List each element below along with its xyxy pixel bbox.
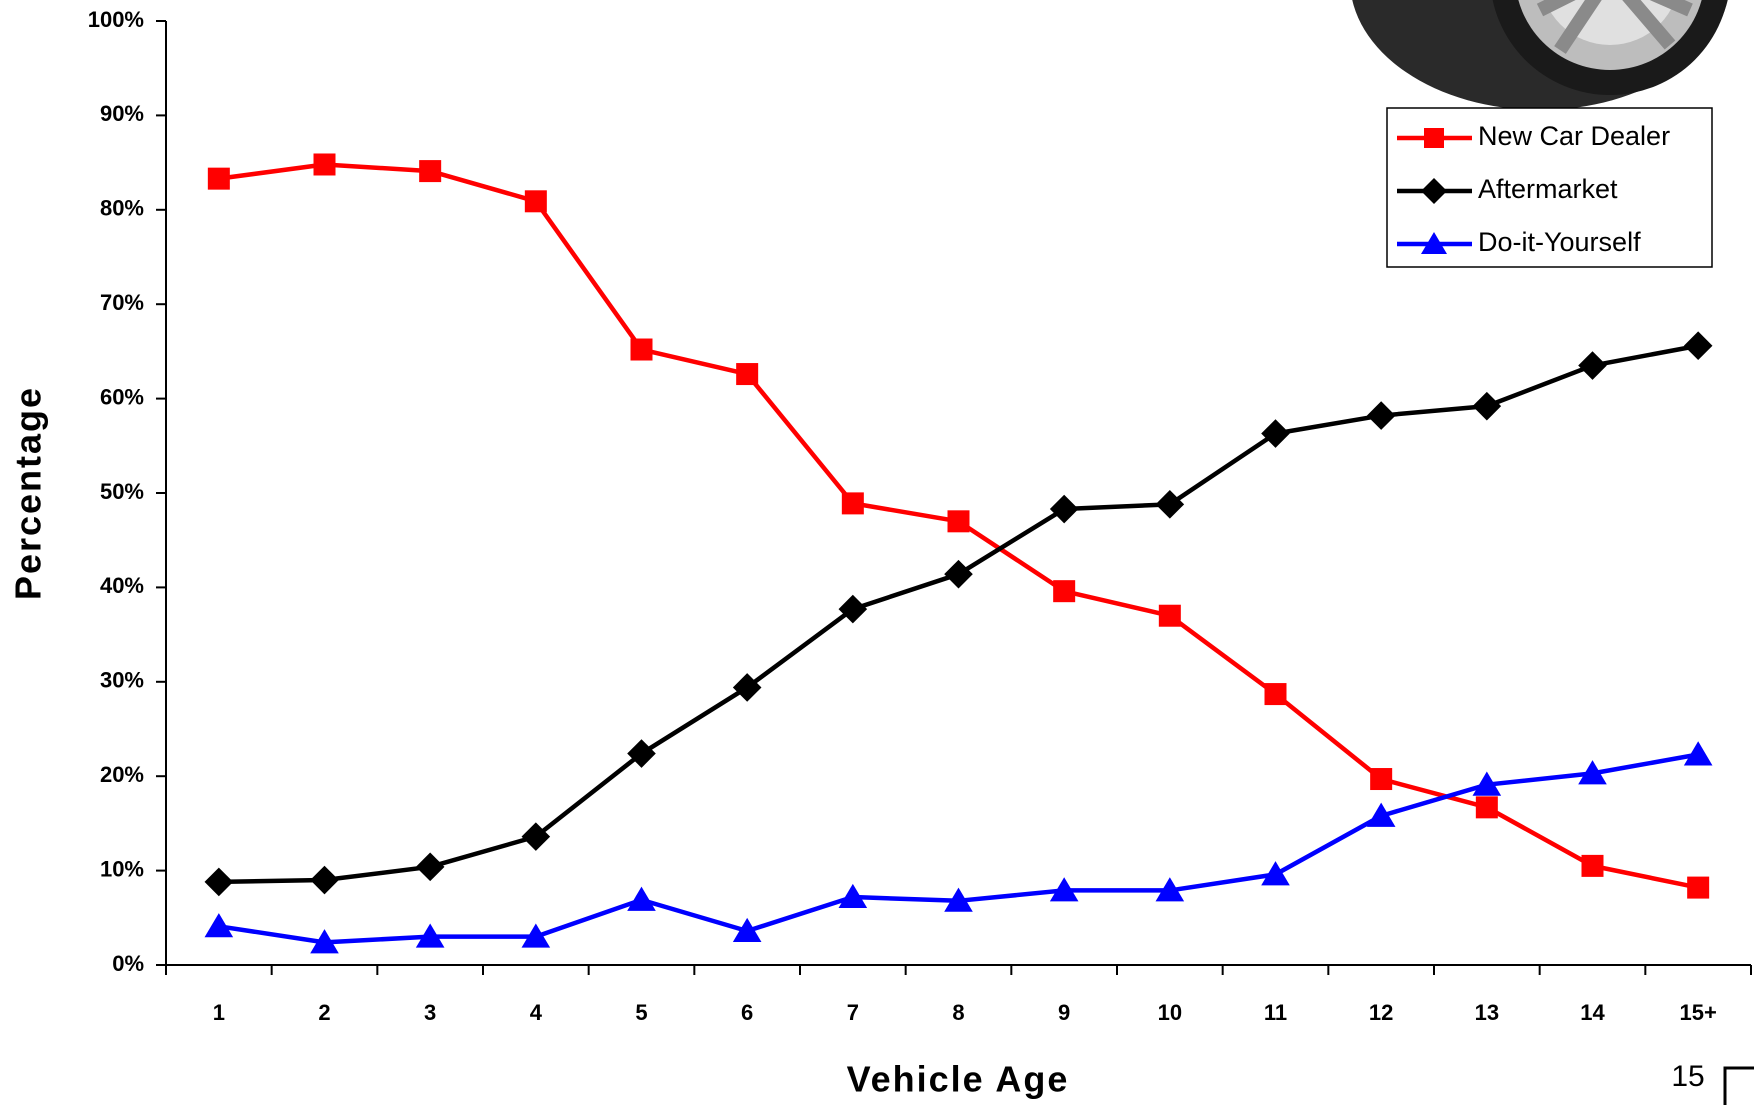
page-number: 15 xyxy=(1671,1060,1704,1093)
marker xyxy=(1684,331,1713,360)
marker xyxy=(1684,741,1713,765)
legend-label: Do-it-Yourself xyxy=(1478,227,1641,257)
y-tick-label: 60% xyxy=(100,384,144,409)
legend-label: Aftermarket xyxy=(1478,174,1618,204)
marker xyxy=(1367,401,1396,430)
x-tick-label: 12 xyxy=(1369,1000,1393,1025)
y-tick-label: 90% xyxy=(100,101,144,126)
y-tick-label: 20% xyxy=(100,762,144,787)
x-tick-label: 4 xyxy=(530,1000,543,1025)
marker xyxy=(631,339,653,361)
tire-image xyxy=(1350,0,1730,110)
marker xyxy=(525,190,547,212)
legend-label: New Car Dealer xyxy=(1478,121,1670,151)
x-tick-label: 9 xyxy=(1058,1000,1070,1025)
marker xyxy=(1687,877,1709,899)
x-tick-label: 15+ xyxy=(1680,1000,1717,1025)
marker xyxy=(1476,796,1498,818)
marker xyxy=(1582,855,1604,877)
page-box xyxy=(1725,1068,1754,1105)
marker xyxy=(310,866,339,895)
x-axis-title: Vehicle Age xyxy=(847,1059,1070,1100)
y-tick-label: 50% xyxy=(100,479,144,504)
x-tick-label: 3 xyxy=(424,1000,436,1025)
y-axis-title: Percentage xyxy=(8,386,49,600)
marker xyxy=(944,560,973,589)
marker xyxy=(1578,351,1607,380)
y-tick-label: 30% xyxy=(100,668,144,693)
marker xyxy=(1473,392,1502,421)
marker xyxy=(1265,683,1287,705)
y-tick-label: 70% xyxy=(100,290,144,315)
marker xyxy=(1156,490,1185,519)
marker xyxy=(1050,495,1079,524)
x-tick-label: 14 xyxy=(1580,1000,1605,1025)
marker xyxy=(1370,768,1392,790)
marker xyxy=(208,168,230,190)
marker xyxy=(314,153,336,175)
y-tick-label: 0% xyxy=(112,951,144,976)
marker xyxy=(948,510,970,532)
y-tick-label: 10% xyxy=(100,856,144,881)
marker xyxy=(842,492,864,514)
x-tick-label: 10 xyxy=(1158,1000,1182,1025)
y-tick-label: 40% xyxy=(100,573,144,598)
marker xyxy=(1261,419,1290,448)
marker xyxy=(736,363,758,385)
x-tick-label: 7 xyxy=(847,1000,859,1025)
marker xyxy=(1053,580,1075,602)
y-tick-label: 100% xyxy=(88,7,144,32)
marker xyxy=(205,868,234,897)
x-tick-label: 6 xyxy=(741,1000,753,1025)
marker xyxy=(627,887,656,911)
chart: Percentage Vehicle Age 15 0%10%20%30%40%… xyxy=(0,0,1754,1105)
x-tick-label: 1 xyxy=(213,1000,225,1025)
page: Percentage Vehicle Age 15 0%10%20%30%40%… xyxy=(0,0,1754,1105)
series-line xyxy=(219,754,1698,942)
x-tick-label: 13 xyxy=(1475,1000,1499,1025)
x-tick-label: 8 xyxy=(952,1000,964,1025)
marker xyxy=(1159,605,1181,627)
legend-marker xyxy=(1424,128,1444,148)
x-tick-label: 11 xyxy=(1264,1000,1287,1025)
x-tick-label: 5 xyxy=(635,1000,647,1025)
marker xyxy=(205,913,234,937)
marker xyxy=(1261,861,1290,885)
x-tick-label: 2 xyxy=(318,1000,330,1025)
y-tick-label: 80% xyxy=(100,196,144,221)
marker xyxy=(416,853,445,882)
marker xyxy=(419,160,441,182)
